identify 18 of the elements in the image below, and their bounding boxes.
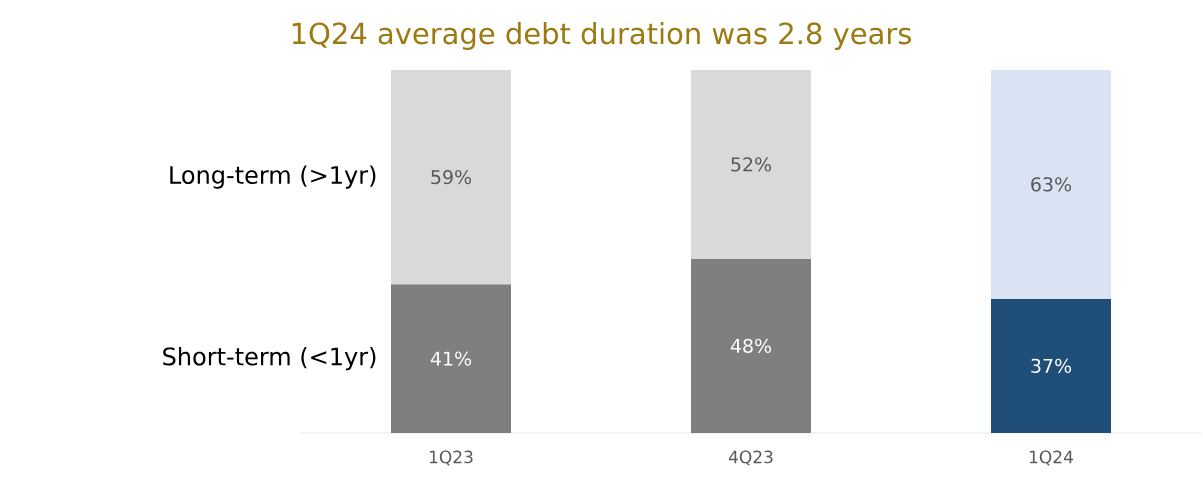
x-tick-label: 1Q24 bbox=[1029, 450, 1073, 466]
data-label: 59% bbox=[431, 169, 472, 185]
series-label: Long-term (>1yr) bbox=[170, 165, 376, 189]
x-tick-label: 4Q23 bbox=[728, 450, 773, 466]
data-label: 48% bbox=[730, 338, 772, 354]
chart-title: 1Q24 average debt duration was 2.8 years bbox=[292, 21, 911, 51]
bar bbox=[691, 69, 811, 259]
x-tick-label: 1Q23 bbox=[429, 450, 473, 466]
bar bbox=[391, 284, 512, 433]
data-label: 41% bbox=[430, 351, 472, 366]
series-label: Short-term (<1yr) bbox=[163, 346, 376, 371]
data-label: 52% bbox=[731, 157, 772, 172]
bar bbox=[991, 69, 1111, 299]
bar bbox=[391, 69, 512, 285]
data-label: 63% bbox=[1031, 177, 1072, 192]
bar bbox=[691, 258, 811, 433]
data-label: 37% bbox=[1031, 358, 1072, 374]
bar bbox=[991, 298, 1111, 433]
